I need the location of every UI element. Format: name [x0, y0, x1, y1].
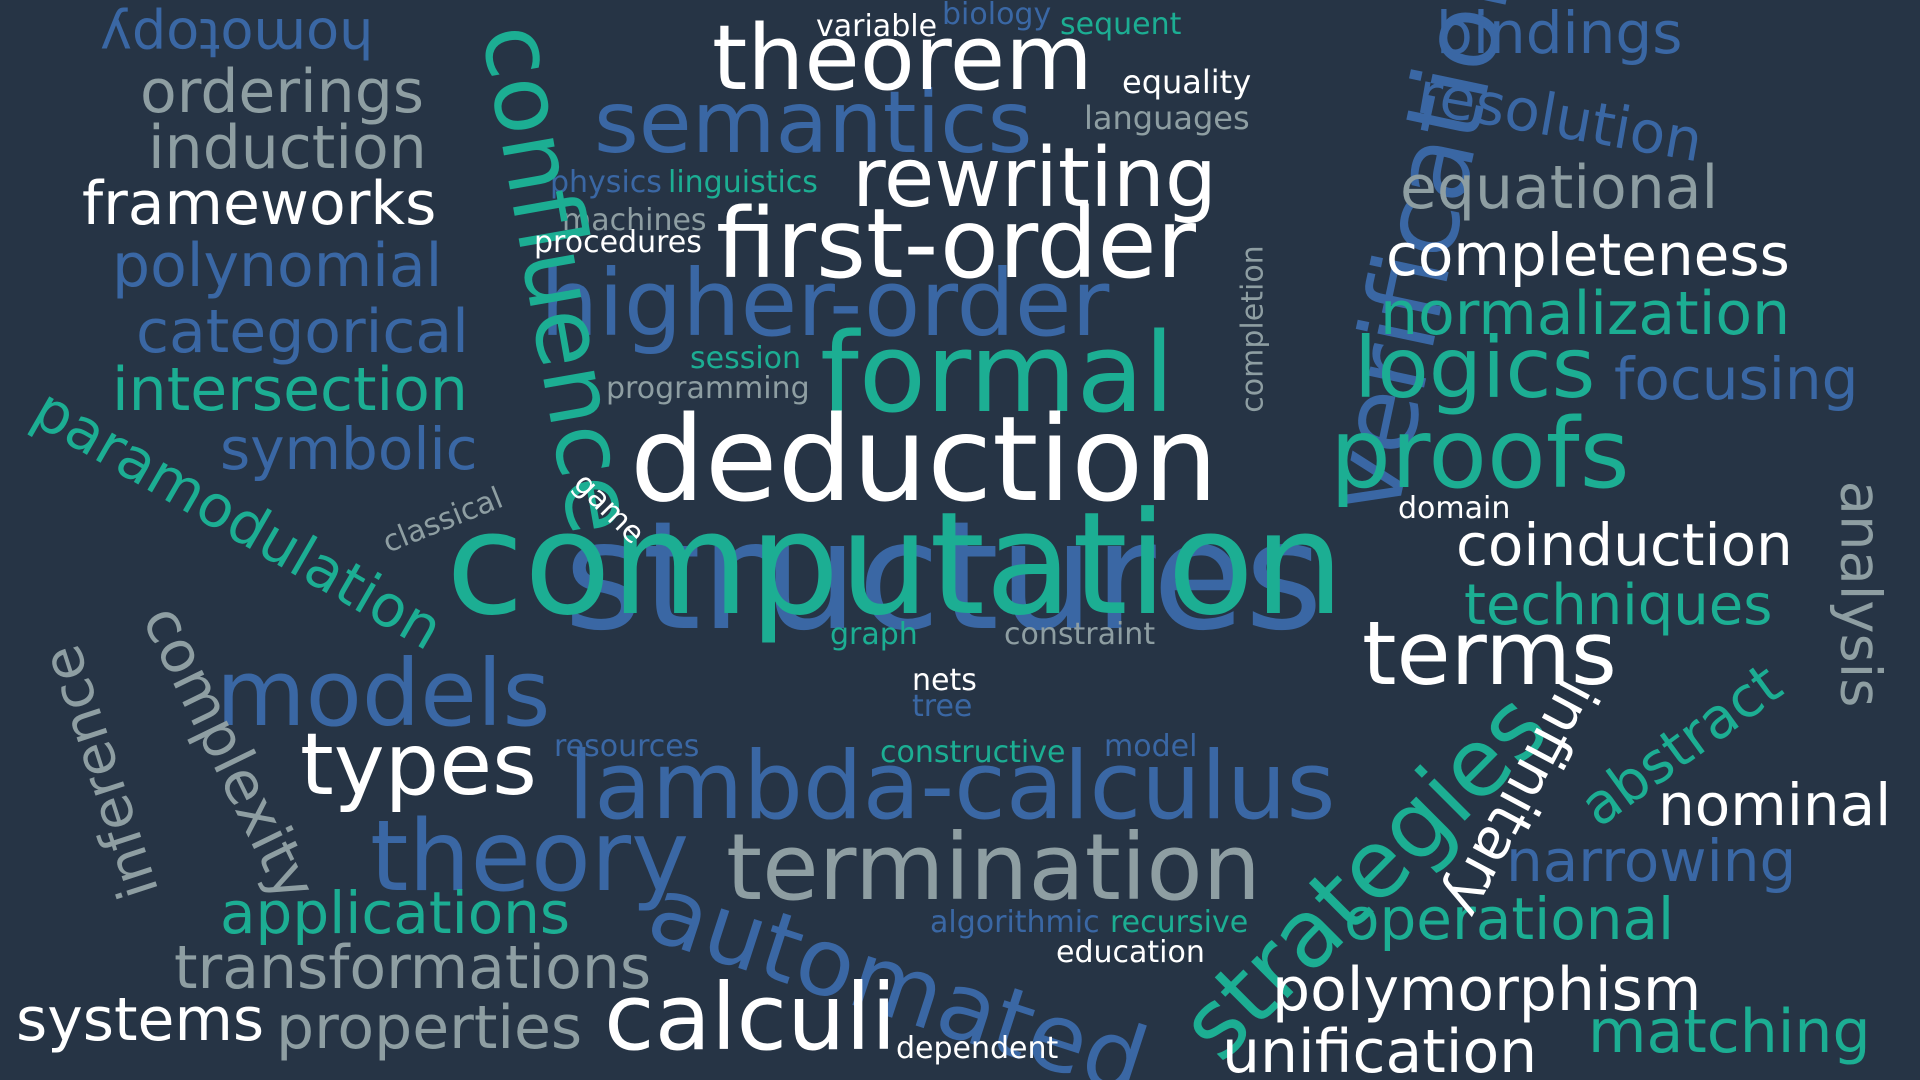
word-proofs: proofs — [1330, 398, 1630, 510]
word-higher-order: higher-order — [540, 250, 1110, 357]
word-resources: resources — [554, 729, 700, 764]
word-equality: equality — [1122, 63, 1252, 101]
word-completion: completion — [1235, 245, 1271, 413]
word-normalization: normalization — [1380, 279, 1791, 349]
word-graph: graph — [830, 617, 918, 652]
word-intersection: intersection — [112, 355, 468, 425]
word-analysis: analysis — [1827, 480, 1893, 708]
word-inference: inference — [29, 637, 173, 907]
word-first-order: first-order — [716, 188, 1196, 300]
word-linguistics: linguistics — [668, 165, 818, 200]
word-polynomial: polynomial — [112, 231, 443, 301]
word-rewriting: rewriting — [852, 131, 1217, 226]
word-symbolic: symbolic — [220, 415, 478, 483]
word-machines: machines — [562, 203, 707, 238]
word-education: education — [1056, 935, 1205, 970]
word-properties: properties — [276, 993, 583, 1063]
word-physics: physics — [550, 165, 662, 200]
word-orderings: orderings — [140, 57, 425, 127]
word-techniques: techniques — [1464, 573, 1773, 638]
word-polymorphism: polymorphism — [1272, 955, 1702, 1025]
word-nets: nets — [912, 663, 977, 698]
word-variable: variable — [816, 9, 938, 44]
word-theorem: theorem — [712, 6, 1093, 111]
word-applications: applications — [220, 879, 571, 947]
word-biology: biology — [942, 0, 1052, 32]
word-unification: unification — [1222, 1017, 1538, 1080]
word-dependent: dependent — [896, 1031, 1059, 1066]
word-constructive: constructive — [880, 735, 1066, 770]
word-models: models — [216, 640, 551, 747]
word-systems: systems — [16, 985, 265, 1055]
word-procedures: procedures — [534, 225, 702, 260]
word-domain: domain — [1398, 491, 1511, 526]
word-frameworks: frameworks — [82, 169, 437, 239]
word-programming: programming — [606, 371, 810, 406]
word-formal: formal — [820, 309, 1175, 437]
word-bindings: bindings — [1436, 0, 1683, 67]
word-languages: languages — [1084, 99, 1250, 137]
word-structures: structures — [564, 490, 1323, 664]
word-termination: termination — [726, 814, 1261, 921]
word-completeness: completeness — [1386, 221, 1790, 289]
word-recursive: recursive — [1110, 905, 1249, 940]
word-narrowing: narrowing — [1506, 827, 1797, 895]
word-sequent: sequent — [1060, 7, 1182, 42]
word-session: session — [690, 341, 802, 376]
word-logics: logics — [1354, 319, 1596, 417]
word-calculi: calculi — [604, 964, 897, 1071]
word-coinduction: coinduction — [1456, 511, 1793, 579]
word-algorithmic: algorithmic — [930, 905, 1100, 940]
word-computation: computation — [446, 482, 1345, 647]
word-matching: matching — [1588, 997, 1871, 1067]
word-terms: terms — [1362, 602, 1617, 705]
word-focusing: focusing — [1614, 345, 1859, 413]
word-tree: tree — [912, 689, 973, 724]
word-semantics: semantics — [594, 73, 1033, 173]
word-nominal: nominal — [1658, 771, 1892, 839]
word-lambda-calculus: lambda-calculus — [568, 732, 1336, 841]
word-deduction: deduction — [630, 390, 1219, 528]
word-types: types — [300, 715, 537, 815]
word-transformations: transformations — [174, 933, 652, 1003]
word-operational: operational — [1344, 885, 1675, 953]
word-model: model — [1104, 729, 1198, 764]
word-constraint: constraint — [1004, 617, 1156, 652]
word-homotopy: homotopy — [100, 6, 374, 69]
word-categorical: categorical — [136, 297, 469, 367]
word-equational: equational — [1400, 153, 1719, 223]
word-induction: induction — [148, 113, 427, 183]
word-theory: theory — [370, 800, 690, 914]
